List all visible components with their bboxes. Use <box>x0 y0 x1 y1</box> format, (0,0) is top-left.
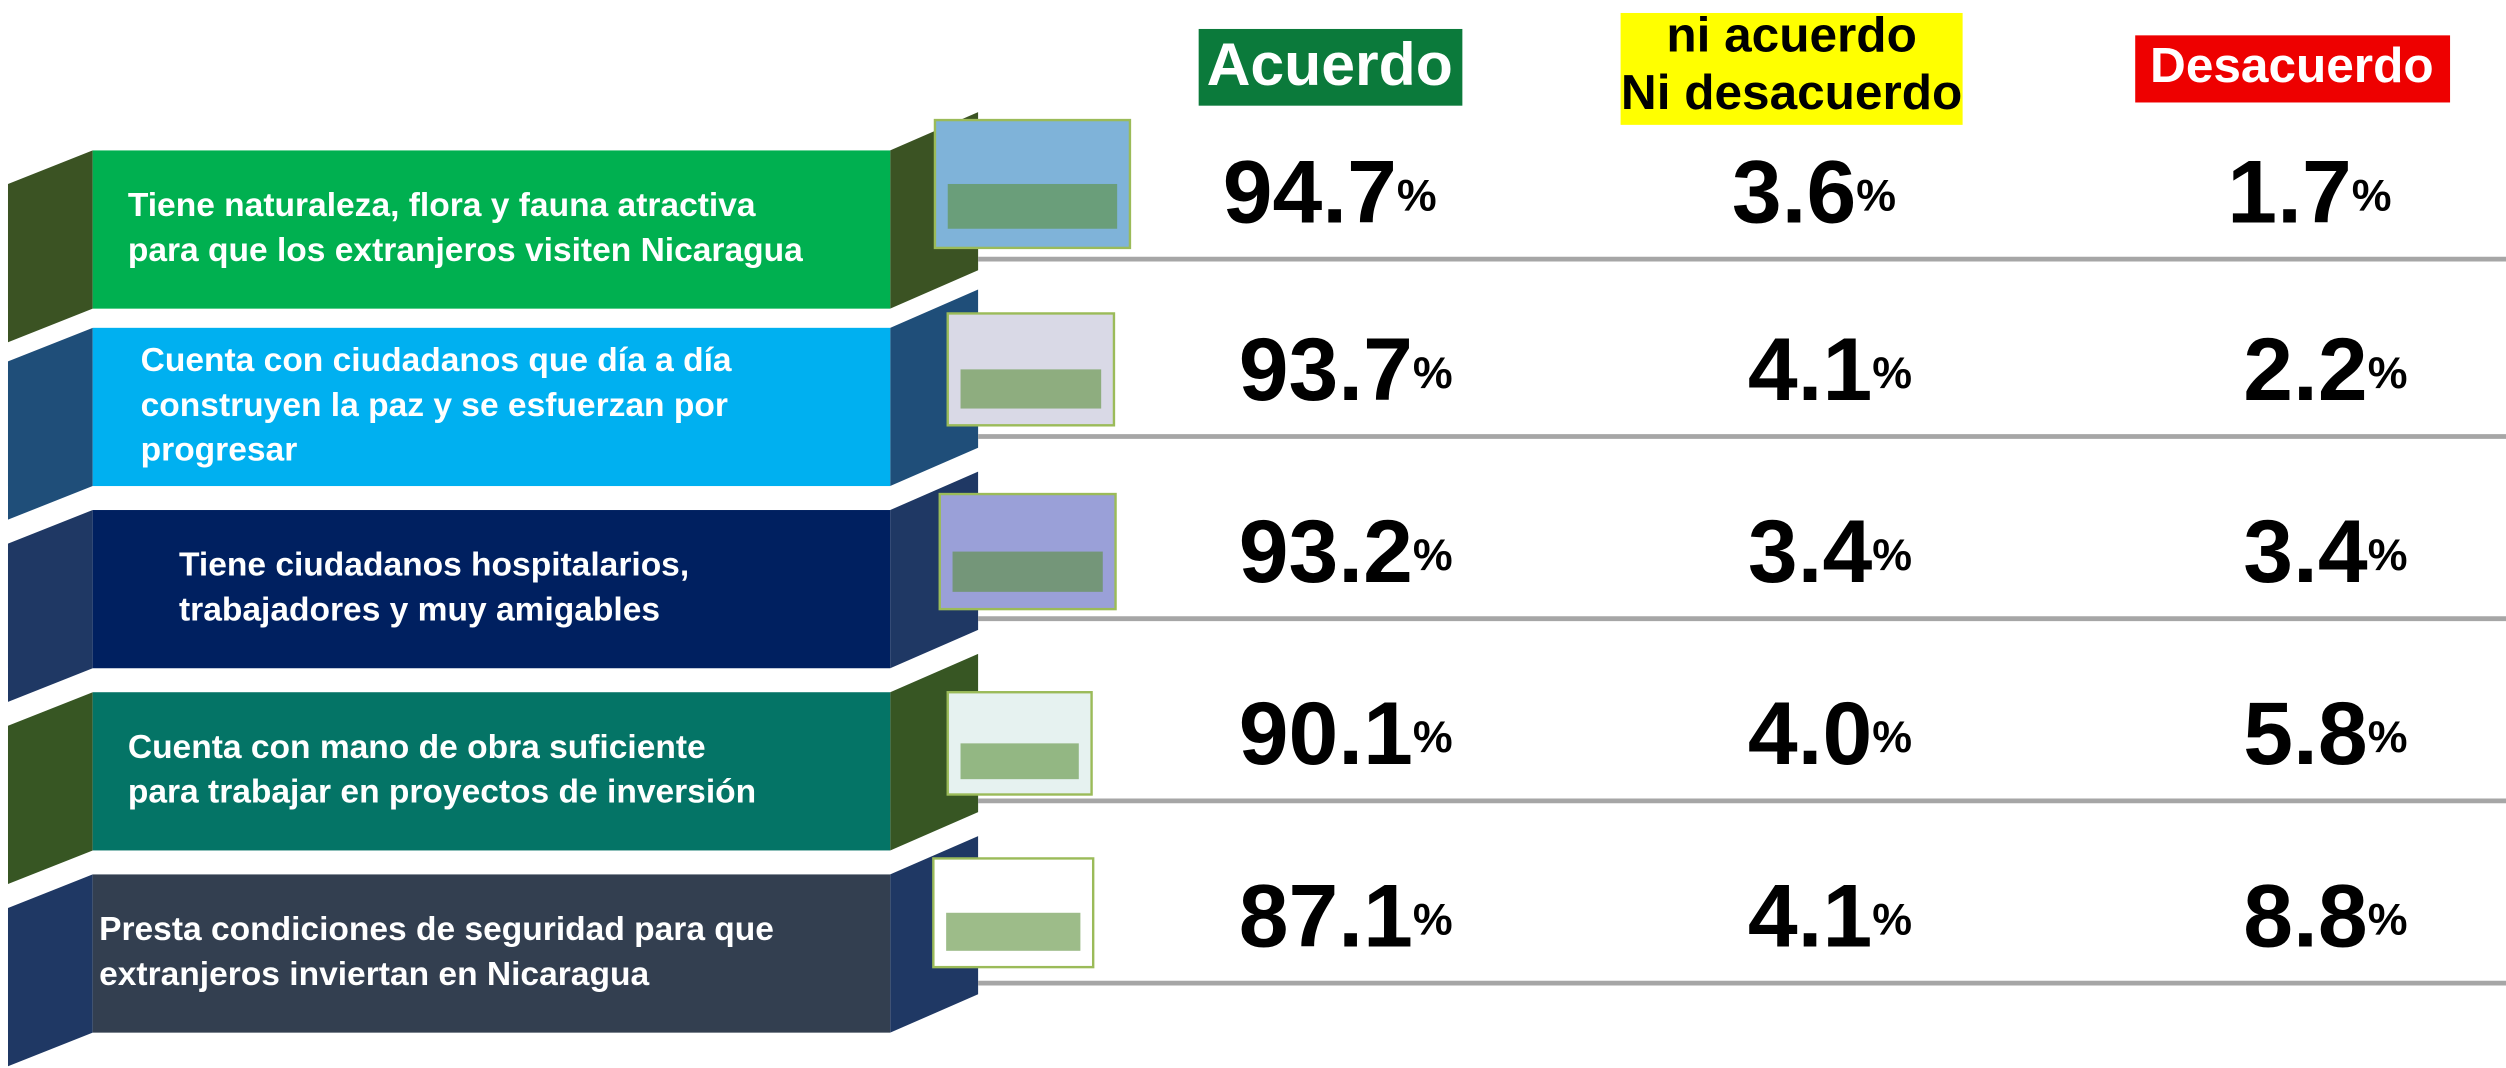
column-header: ni acuerdo <box>1666 8 1916 63</box>
column-header: Ni desacuerdo <box>1621 65 1962 120</box>
row-picture-detail <box>947 183 1118 229</box>
row-label: Cuenta con ciudadanos que día a día <box>141 342 732 379</box>
percentage: 87.1% <box>1239 865 1453 965</box>
row-label: construyen la paz y se esfuerzan por <box>141 387 728 424</box>
percentage: 8.8% <box>2243 865 2407 965</box>
row-band <box>92 874 891 1033</box>
percentage: 2.2% <box>2243 318 2407 418</box>
row-picture-detail <box>952 551 1103 592</box>
left-side <box>7 510 93 702</box>
percentage: 3.4% <box>2243 501 2407 601</box>
percentage: 90.1% <box>1239 683 1453 783</box>
percentage: 93.2% <box>1239 501 1453 601</box>
row-band <box>92 692 891 851</box>
row-label: para trabajar en proyectos de inversión <box>128 774 756 811</box>
left-side <box>7 874 93 1067</box>
row-band <box>92 150 891 309</box>
header-bg-desacuerdo <box>2135 35 2451 103</box>
row-label: Tiene ciudadanos hospitalarios, <box>179 547 689 584</box>
percentage: 4.1% <box>1748 865 1912 965</box>
row-label: Presta condiciones de seguridad para que <box>99 911 774 948</box>
percentage: 1.7% <box>2227 141 2391 241</box>
percentage: 3.4% <box>1748 501 1912 601</box>
percentage: 4.0% <box>1748 683 1912 783</box>
row-picture-detail <box>946 912 1081 951</box>
percentage: 5.8% <box>2243 683 2407 783</box>
row-label: Cuenta con mano de obra suficiente <box>128 729 706 766</box>
column-header: Desacuerdo <box>2150 38 2434 93</box>
header-bg-neutral <box>1620 12 1963 125</box>
row-label: Tiene naturaleza, flora y fauna atractiv… <box>128 187 756 224</box>
percentage: 3.6% <box>1732 141 1896 241</box>
row-label: progresar <box>141 432 298 469</box>
percentage: 94.7% <box>1223 141 1437 241</box>
row-label: extranjeros inviertan en Nicaragua <box>99 956 649 993</box>
left-side <box>7 692 93 885</box>
left-side <box>7 327 93 520</box>
row-picture-detail <box>960 369 1102 409</box>
row-picture-detail <box>960 743 1079 780</box>
row-label: trabajadores y muy amigables <box>179 591 660 628</box>
row-label: para que los extranjeros visiten Nicarag… <box>128 232 803 269</box>
column-header: Acuerdo <box>1207 30 1453 98</box>
left-side <box>7 150 93 343</box>
row-band <box>92 510 891 669</box>
header-bg-acuerdo <box>1198 28 1463 106</box>
row-band <box>92 327 891 487</box>
percentage: 93.7% <box>1239 318 1453 418</box>
percentage: 4.1% <box>1748 318 1912 418</box>
